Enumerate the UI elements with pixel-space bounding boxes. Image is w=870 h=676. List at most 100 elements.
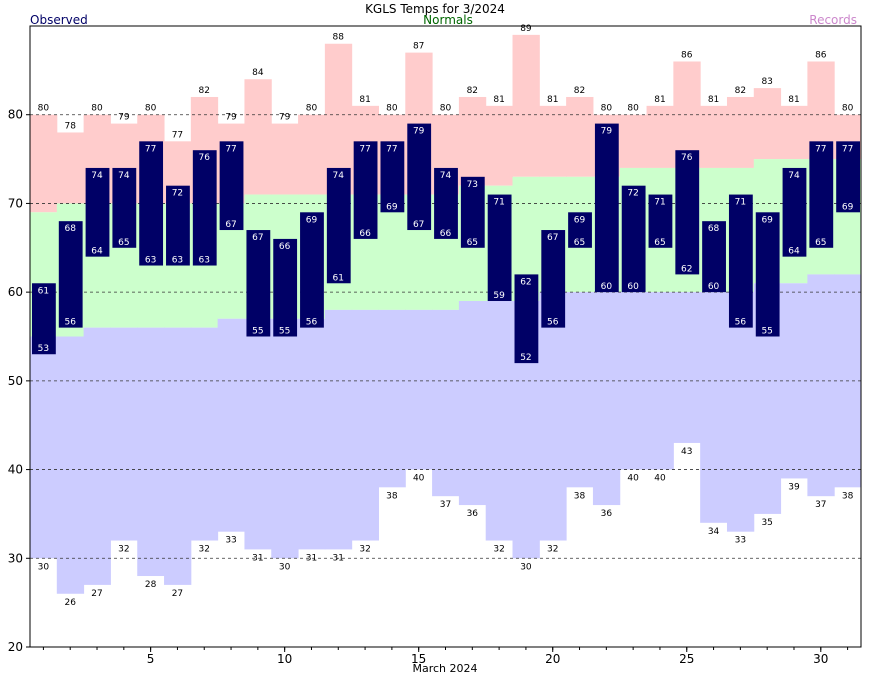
record-low-band <box>807 274 835 497</box>
observed-low-label: 55 <box>761 327 772 337</box>
observed-high-label: 69 <box>761 215 773 225</box>
record-high-band <box>298 114 326 195</box>
observed-high-label: 69 <box>306 215 318 225</box>
record-high-label: 82 <box>735 86 746 96</box>
x-tick-label: 30 <box>813 652 828 666</box>
observed-bar <box>139 141 164 266</box>
record-low-label: 33 <box>225 536 236 546</box>
observed-low-label: 63 <box>199 256 210 266</box>
record-low-label: 40 <box>654 474 666 484</box>
record-low-label: 38 <box>574 491 586 501</box>
record-high-band <box>512 34 540 177</box>
observed-low-label: 52 <box>520 353 531 363</box>
observed-low-label: 61 <box>333 273 344 283</box>
record-low-band <box>726 292 755 532</box>
observed-high-label: 67 <box>547 233 558 243</box>
record-high-label: 80 <box>386 104 398 114</box>
record-low-label: 32 <box>118 545 129 555</box>
observed-low-label: 65 <box>815 238 826 248</box>
record-high-band <box>485 105 514 186</box>
x-tick-label: 5 <box>147 652 155 666</box>
observed-bar <box>568 212 592 248</box>
observed-high-label: 74 <box>440 171 452 181</box>
observed-high-label: 67 <box>252 233 263 243</box>
observed-bar <box>434 167 458 239</box>
record-high-label: 81 <box>359 95 370 105</box>
record-low-label: 32 <box>547 545 558 555</box>
record-low-band <box>592 292 621 506</box>
plot-area: 80 30 78 26 80 27 79 32 80 28 77 27 82 32 79 33 84 31 79 30… <box>8 24 862 666</box>
observed-high-label: 68 <box>708 224 720 234</box>
record-high-label: 86 <box>815 50 827 60</box>
observed-low-label: 60 <box>708 282 720 292</box>
observed-high-label: 61 <box>38 286 49 296</box>
observed-low-label: 55 <box>252 327 263 337</box>
record-high-band <box>780 105 808 160</box>
observed-bar <box>166 185 190 266</box>
record-low-band <box>298 318 326 550</box>
record-high-band <box>726 96 755 168</box>
record-high-band <box>244 79 272 195</box>
observed-bar <box>58 221 83 328</box>
observed-low-label: 60 <box>627 282 639 292</box>
record-low-band <box>485 301 514 541</box>
record-high-label: 89 <box>520 24 532 34</box>
x-tick-label: 15 <box>411 652 426 666</box>
observed-low-label: 69 <box>842 202 854 212</box>
observed-high-label: 77 <box>386 144 397 154</box>
observed-high-label: 69 <box>574 215 586 225</box>
observed-low-label: 66 <box>440 229 452 239</box>
record-low-band <box>137 327 165 577</box>
observed-high-label: 74 <box>333 171 345 181</box>
record-low-band <box>673 292 701 443</box>
observed-bar <box>648 194 673 248</box>
record-low-label: 33 <box>735 536 746 546</box>
observed-low-label: 56 <box>547 318 559 328</box>
observed-bar <box>219 141 244 231</box>
record-low-label: 38 <box>842 491 854 501</box>
record-high-label: 80 <box>91 104 103 114</box>
observed-low-label: 63 <box>145 256 156 266</box>
record-low-band <box>700 292 728 523</box>
legend-records: Records <box>809 13 857 27</box>
observed-high-label: 77 <box>842 144 853 154</box>
record-low-label: 40 <box>627 474 639 484</box>
observed-low-label: 66 <box>359 229 371 239</box>
y-tick-label: 80 <box>8 108 23 122</box>
record-low-band <box>30 336 58 559</box>
observed-bar <box>380 141 405 213</box>
record-high-label: 80 <box>440 104 452 114</box>
record-low-label: 32 <box>199 545 210 555</box>
record-high-label: 80 <box>842 104 854 114</box>
record-low-band <box>539 292 567 541</box>
y-tick-label: 20 <box>8 640 23 654</box>
record-low-band <box>244 318 272 550</box>
observed-high-label: 77 <box>359 144 370 154</box>
record-high-band <box>458 96 487 186</box>
record-high-label: 81 <box>654 95 665 105</box>
observed-low-label: 62 <box>681 264 692 274</box>
record-high-label: 80 <box>601 104 613 114</box>
observed-bar <box>675 150 700 275</box>
observed-high-label: 77 <box>815 144 826 154</box>
observed-bar <box>273 238 298 337</box>
record-high-label: 81 <box>493 95 504 105</box>
observed-bar <box>353 141 378 239</box>
record-low-label: 31 <box>306 553 317 563</box>
observed-bar <box>541 230 566 328</box>
observed-low-label: 65 <box>467 238 478 248</box>
record-high-label: 80 <box>38 104 50 114</box>
observed-low-label: 65 <box>574 238 585 248</box>
observed-low-label: 53 <box>38 344 49 354</box>
record-low-label: 37 <box>815 500 826 510</box>
observed-high-label: 77 <box>225 144 236 154</box>
record-high-band <box>753 88 782 160</box>
observed-high-label: 73 <box>467 180 478 190</box>
x-axis-label: March 2024 <box>412 662 477 675</box>
observed-high-label: 72 <box>172 189 183 199</box>
record-high-band <box>30 114 58 213</box>
legend-normals: Normals <box>423 13 473 27</box>
record-high-label: 79 <box>279 113 291 123</box>
observed-low-label: 59 <box>493 291 505 301</box>
record-high-label: 83 <box>761 77 772 87</box>
